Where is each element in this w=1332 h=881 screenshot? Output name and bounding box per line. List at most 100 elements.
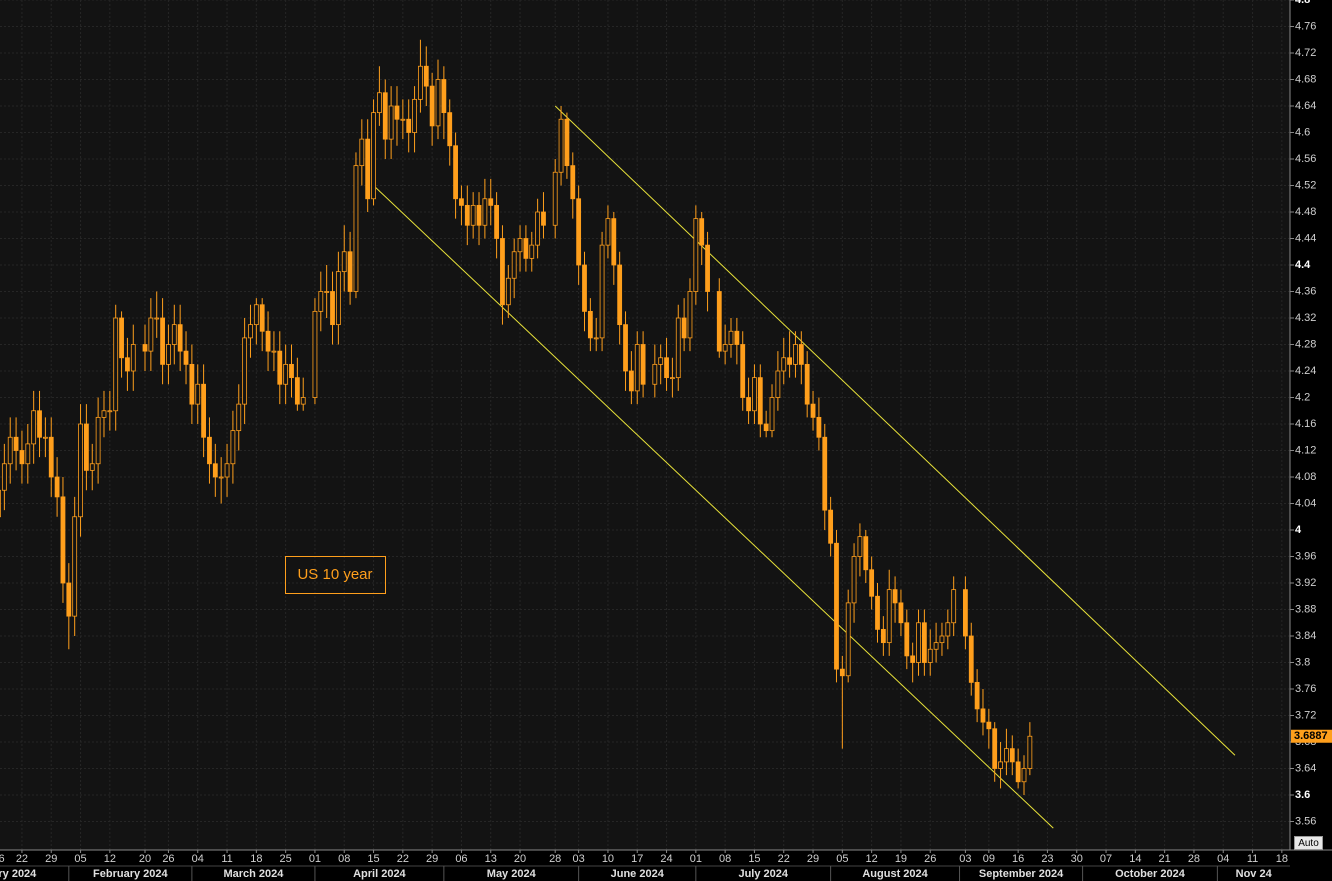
candle-body: [166, 344, 171, 365]
candle-body: [259, 304, 265, 332]
candle-body: [816, 416, 822, 438]
candle-body: [617, 264, 623, 326]
x-tick-label: 29: [426, 853, 438, 865]
y-tick-label: 3.88: [1295, 603, 1316, 615]
candle-body: [318, 291, 324, 312]
candle-body: [787, 357, 792, 365]
candle-body: [916, 622, 921, 663]
candle-body: [875, 595, 880, 630]
candle-body: [869, 569, 875, 597]
y-tick-label: 3.64: [1295, 762, 1316, 774]
candle-body: [148, 317, 154, 352]
candle-body: [400, 118, 406, 121]
candle-body: [722, 344, 728, 352]
candle-body: [781, 357, 787, 372]
x-tick-label: 09: [983, 853, 995, 865]
x-tick-label: 01: [309, 853, 321, 865]
candle-body: [371, 112, 376, 200]
candle-body: [195, 383, 201, 405]
candle-body: [365, 138, 371, 200]
y-tick-label: 3.6: [1295, 789, 1310, 801]
x-tick-label: 12: [104, 853, 116, 865]
x-tick-label: 22: [397, 853, 409, 865]
candle-body: [25, 443, 31, 465]
candle-body: [640, 344, 646, 385]
candle-body: [576, 198, 582, 266]
candle-body: [494, 204, 500, 239]
month-label: February 2024: [93, 868, 168, 880]
x-tick-label: 18: [1276, 853, 1288, 865]
candle-body: [793, 344, 798, 365]
candle-body: [84, 423, 89, 471]
candle-body: [441, 79, 447, 114]
candle-body: [271, 350, 277, 353]
y-tick-label: 4.8: [1295, 0, 1310, 6]
candle-body: [488, 198, 494, 206]
candle-body: [839, 668, 845, 677]
candle-body: [904, 622, 910, 657]
y-tick-label: 4.28: [1295, 338, 1316, 350]
x-tick-label: 19: [895, 853, 907, 865]
candle-body: [535, 211, 541, 246]
auto-button[interactable]: Auto: [1294, 836, 1323, 850]
candle-body: [101, 410, 107, 418]
candle-body: [242, 337, 248, 405]
candle-body: [207, 436, 212, 465]
candle-body: [992, 728, 998, 769]
candle-body: [376, 92, 382, 114]
candle-body: [189, 363, 195, 405]
candle-body: [125, 357, 130, 372]
candle-body: [459, 198, 464, 206]
candle-body: [652, 363, 658, 385]
candle-body: [341, 251, 347, 273]
candle-body: [699, 218, 705, 246]
x-tick-label: 26: [162, 853, 174, 865]
candle-body: [19, 450, 25, 465]
trendline: [554, 105, 1236, 756]
month-label: January 2024: [0, 868, 37, 880]
x-tick-label: 08: [338, 853, 350, 865]
x-tick-label: 23: [1041, 853, 1053, 865]
candle-body: [95, 416, 101, 465]
candle-body: [394, 105, 400, 120]
month-label: March 2024: [223, 868, 284, 880]
candle-body: [42, 436, 48, 439]
candle-body: [511, 251, 517, 279]
auto-button-label[interactable]: Auto: [1298, 838, 1319, 849]
candle-body: [212, 463, 218, 478]
candle-body: [1004, 748, 1009, 763]
x-tick-label: 28: [1188, 853, 1200, 865]
candle-body: [113, 317, 119, 412]
y-tick-label: 3.76: [1295, 683, 1316, 695]
x-tick-label: 04: [192, 853, 204, 865]
candle-body: [7, 436, 13, 465]
y-tick-label: 3.92: [1295, 577, 1316, 589]
candle-body: [845, 602, 851, 677]
candle-body: [880, 628, 886, 644]
candle-body: [423, 65, 429, 87]
x-tick-label: 28: [549, 853, 561, 865]
x-tick-label: 12: [866, 853, 878, 865]
x-tick-label: 29: [807, 853, 819, 865]
candle-body: [564, 118, 570, 167]
auto-button-bg[interactable]: [1294, 836, 1323, 850]
marks: [0, 39, 1236, 829]
candle-body: [693, 218, 699, 292]
candle-body: [359, 138, 365, 167]
candle-body: [1027, 735, 1033, 769]
candle-body: [628, 370, 634, 392]
candle-body: [54, 476, 60, 498]
candle-body: [822, 436, 828, 511]
candle-body: [675, 317, 681, 379]
candle-body: [253, 304, 259, 326]
candle-body: [66, 582, 72, 617]
candle-body: [482, 198, 488, 226]
candle-body: [910, 655, 916, 663]
month-label: September 2024: [979, 868, 1064, 880]
y-tick-label: 3.96: [1295, 550, 1316, 562]
candle-body: [810, 403, 816, 418]
candle-body: [1009, 748, 1015, 763]
month-label: Nov 24: [1236, 868, 1273, 880]
y-tick-label: 4.44: [1295, 232, 1316, 244]
candle-body: [382, 92, 388, 140]
